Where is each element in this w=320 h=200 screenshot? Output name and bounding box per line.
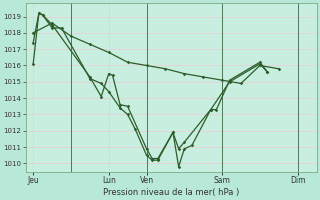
X-axis label: Pression niveau de la mer( hPa ): Pression niveau de la mer( hPa ) [103, 188, 239, 197]
